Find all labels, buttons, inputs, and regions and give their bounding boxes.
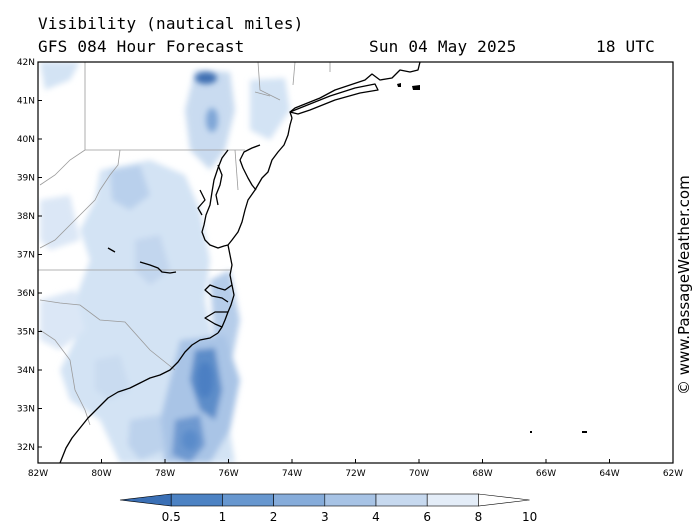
colorbar-label: 10 bbox=[522, 510, 537, 524]
low-visibility-cores bbox=[182, 72, 218, 450]
islands bbox=[397, 83, 587, 433]
map-title: Visibility (nautical miles) bbox=[38, 14, 304, 33]
longitude-axis: 82W 80W 78W 76W 74W 72W 70W 68W 66W 64W 62W bbox=[28, 459, 683, 479]
visibility-colorbar: 0.5 1 2 3 4 6 8 10 bbox=[119, 493, 537, 524]
lat-tick-label: 41N bbox=[17, 97, 35, 107]
forecast-model-label: GFS 084 Hour Forecast bbox=[38, 37, 245, 56]
lon-tick-label: 76W bbox=[218, 469, 238, 479]
colorbar-segment bbox=[222, 493, 274, 507]
lat-tick-label: 37N bbox=[17, 251, 35, 261]
colorbar-low-arrow bbox=[119, 493, 172, 507]
colorbar-label: 6 bbox=[423, 510, 431, 524]
lon-tick-label: 80W bbox=[91, 469, 111, 479]
colorbar-label: 0.5 bbox=[162, 510, 181, 524]
forecast-date: Sun 04 May 2025 bbox=[369, 37, 517, 56]
lat-tick-label: 40N bbox=[17, 135, 35, 145]
state-borders bbox=[38, 62, 331, 426]
lon-tick-label: 82W bbox=[28, 469, 48, 479]
lon-tick-label: 68W bbox=[472, 469, 492, 479]
coastline bbox=[59, 62, 421, 463]
colorbar-label: 4 bbox=[372, 510, 380, 524]
colorbar-segment bbox=[375, 493, 428, 507]
lon-tick-label: 62W bbox=[663, 469, 683, 479]
lon-tick-label: 66W bbox=[536, 469, 556, 479]
lat-tick-label: 38N bbox=[17, 212, 35, 222]
forecast-time: 18 UTC bbox=[596, 37, 655, 56]
lat-tick-label: 33N bbox=[17, 405, 35, 415]
colorbar-segment bbox=[273, 493, 326, 507]
lon-tick-label: 64W bbox=[599, 469, 619, 479]
colorbar-label: 3 bbox=[321, 510, 329, 524]
passageweather-credit: © www.PassageWeather.com bbox=[675, 175, 693, 395]
lat-tick-label: 39N bbox=[17, 174, 35, 184]
colorbar-label: 8 bbox=[475, 510, 483, 524]
lat-tick-label: 42N bbox=[17, 58, 35, 68]
lat-tick-label: 36N bbox=[17, 289, 35, 299]
lat-tick-label: 35N bbox=[17, 328, 35, 338]
latitude-axis: 42N 41N 40N 39N 38N 37N 36N 35N 34N 33N 32N bbox=[17, 58, 42, 453]
lon-tick-label: 72W bbox=[345, 469, 365, 479]
lat-tick-label: 32N bbox=[17, 443, 35, 453]
colorbar-high-arrow bbox=[478, 493, 530, 507]
colorbar-label: 1 bbox=[219, 510, 227, 524]
colorbar-segment bbox=[170, 493, 223, 507]
colorbar-segment bbox=[426, 493, 479, 507]
lon-tick-label: 70W bbox=[409, 469, 429, 479]
lon-tick-label: 78W bbox=[155, 469, 175, 479]
lat-tick-label: 34N bbox=[17, 366, 35, 376]
lon-tick-label: 74W bbox=[282, 469, 302, 479]
colorbar-segment bbox=[324, 493, 377, 507]
colorbar-label: 2 bbox=[270, 510, 278, 524]
